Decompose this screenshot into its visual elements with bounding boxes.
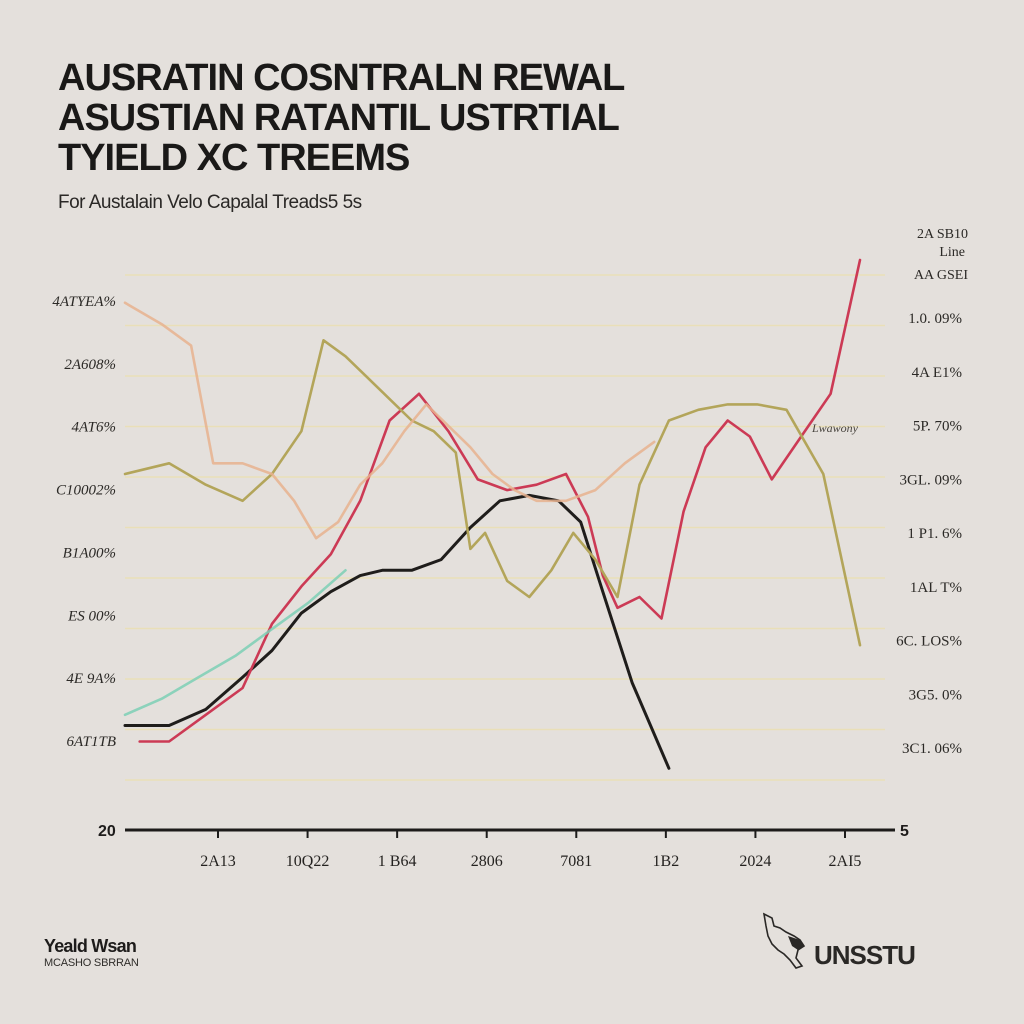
x-tick-label: 2A13: [200, 853, 236, 870]
y-right-tick-label: 4A E1%: [912, 365, 962, 381]
y-right-tick-label: 6C. LOS%: [896, 634, 962, 650]
y-right-baseline-label: 5: [900, 823, 909, 840]
x-tick-label: 2024: [739, 853, 771, 870]
series-line-4: [123, 301, 656, 540]
australia-map-icon: [762, 912, 806, 969]
y-left-tick-label: 4E 9A%: [66, 671, 116, 687]
y-left-tick-label: 4ATYEA%: [52, 294, 116, 310]
y-left-tick-label: C10002%: [56, 483, 116, 499]
inline-series-label: Lwawony: [811, 421, 859, 435]
x-tick-label: 2AI5: [829, 853, 862, 870]
series-lines: [123, 258, 862, 770]
footer-brand-right: UNSSTU: [760, 910, 960, 980]
footer-brand-name: Yeald Wsan: [44, 936, 137, 956]
series-line-3: [123, 338, 862, 647]
tick-labels: 4ATYEA% 2A608% 4AT6% C10002% B1A00% ES 00% 4E …: [52, 294, 962, 870]
x-tick-label: 7081: [560, 853, 592, 870]
y-right-tick-label: 3GL. 09%: [900, 472, 963, 488]
y-left-tick-label: 6AT1TB: [67, 734, 116, 750]
y-right-tick-label: 3G5. 0%: [909, 687, 962, 703]
series-line-2: [138, 258, 862, 743]
y-baseline-label: 20: [98, 823, 116, 840]
y-right-tick-label: 3C1. 06%: [902, 741, 962, 757]
x-tick-label: 1B2: [653, 853, 680, 870]
chart-title-line-1: AUSRATIN COSNTRALN REWAL: [58, 57, 625, 99]
footer-logo-text: UNSSTU: [814, 940, 916, 970]
chart-title-line-2: ASUSTIAN RATANTIL USTRTIAL: [58, 97, 620, 139]
y-right-tick-label: 1 P1. 6%: [907, 526, 962, 542]
x-tick-label: 10Q22: [286, 853, 330, 870]
axes: 20 5: [98, 823, 909, 840]
footer-brand-sub: MCASHO SBRRAN: [44, 957, 139, 969]
legend-line-1: 2A SB10: [917, 227, 968, 242]
footer-brand-left: Yeald Wsan MCASHO SBRRAN: [44, 936, 139, 969]
legend-line-2: Line: [939, 245, 965, 260]
title-block: AUSRATIN COSNTRALN REWAL ASUSTIAN RATANT…: [58, 58, 758, 178]
y-left-tick-label: 2A608%: [64, 357, 116, 373]
y-right-tick-label: 1.0. 09%: [908, 311, 962, 327]
y-left-tick-label: 4AT6%: [72, 420, 116, 436]
x-tick-label: 2806: [471, 853, 503, 870]
x-tick-label: 1 B64: [378, 853, 417, 870]
series-line-5: [123, 568, 347, 717]
chart-title-line-3: TYIELD XC TREEMS: [58, 137, 410, 179]
y-left-tick-label: B1A00%: [63, 545, 116, 561]
y-right-tick-label: 1AL T%: [910, 580, 962, 596]
gridlines: [125, 274, 885, 781]
chart-subtitle: For Austalain Velo Capalal Treads5 5s: [58, 192, 362, 213]
legend-line-3: AA GSEI: [914, 268, 968, 283]
legend: 2A SB10 Line AA GSEI: [914, 227, 968, 283]
y-left-tick-label: ES 00%: [67, 608, 116, 624]
y-right-tick-label: 5P. 70%: [913, 419, 962, 435]
series-line-1: [123, 493, 671, 770]
